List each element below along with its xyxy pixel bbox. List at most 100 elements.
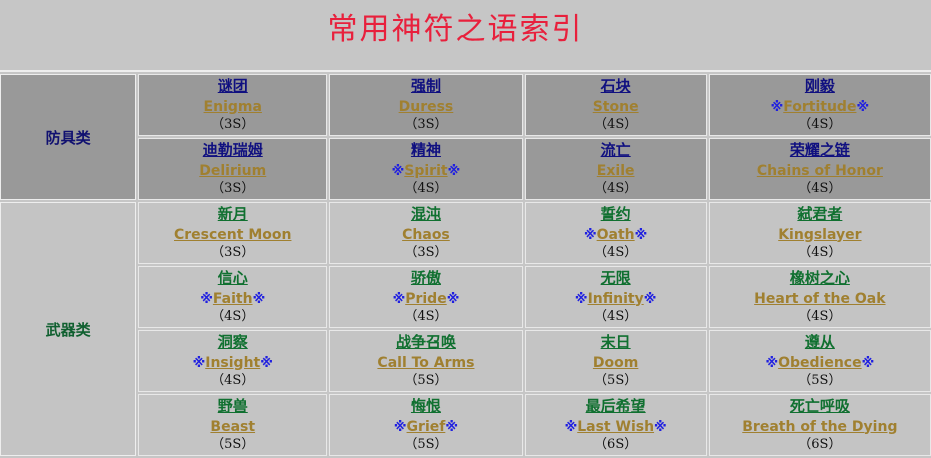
runeword-cn-link[interactable]: 精神 (410, 140, 441, 159)
runeword-cn-link[interactable]: 迪勒瑞姆 (202, 140, 263, 159)
runeword-en-link[interactable]: Oath (596, 226, 635, 243)
socket-count: （4S） (404, 180, 448, 196)
runeword-cn-link[interactable]: 荣耀之链 (789, 140, 850, 159)
runeword-cell: 无限 ※Infinity※ （4S） (524, 266, 707, 328)
runeword-cell: 新月 Crescent Moon （3S） (138, 202, 328, 264)
runeword-cn-link[interactable]: 野兽 (217, 396, 248, 415)
runeword-cn-link[interactable]: 新月 (217, 204, 248, 223)
socket-count: （4S） (594, 180, 638, 196)
runeword-cell: 信心 ※Faith※ （4S） (138, 266, 328, 328)
runeword-cn-link[interactable]: 遵从 (804, 332, 835, 351)
runeword-cell: 誓约 ※Oath※ （4S） (524, 202, 707, 264)
runeword-en-link[interactable]: Breath of the Dying (742, 418, 898, 435)
star-marker: ※ (856, 99, 870, 115)
socket-count: （6S） (594, 436, 638, 452)
table-row: 洞察 ※Insight※ （4S） 战争召唤 Call To Arms （5S） 末日 Doo… (0, 330, 931, 392)
runeword-cn-link[interactable]: 刚毅 (804, 76, 835, 95)
star-marker: ※ (393, 419, 407, 435)
runeword-en-link[interactable]: Enigma (203, 98, 262, 115)
star-marker: ※ (391, 163, 405, 179)
runeword-cn-link[interactable]: 死亡呼吸 (789, 396, 850, 415)
runeword-cn-link[interactable]: 石块 (600, 76, 631, 95)
socket-count: （4S） (594, 308, 638, 324)
runeword-en-link[interactable]: Heart of the Oak (754, 290, 886, 307)
runeword-en-link[interactable]: Spirit (404, 162, 448, 179)
runeword-cell: 橡树之心 Heart of the Oak （4S） (708, 266, 931, 328)
runeword-cn-link[interactable]: 弑君者 (797, 204, 843, 223)
runeword-en-link[interactable]: Grief (406, 418, 446, 435)
socket-count: （3S） (404, 116, 448, 132)
runeword-cell: 混沌 Chaos （3S） (329, 202, 523, 264)
runeword-en-link[interactable]: Insight (205, 354, 261, 371)
runeword-en-link[interactable]: Chaos (402, 226, 450, 243)
star-marker: ※ (200, 291, 213, 307)
runeword-index-table: 防具类 谜团 Enigma （3S） 强制 Duress （3S） 石块 Stone （4S） 刚毅… (0, 70, 931, 458)
star-marker: ※ (445, 419, 458, 435)
runeword-en-link[interactable]: Doom (592, 354, 639, 371)
socket-count: （5S） (404, 436, 448, 452)
socket-count: （5S） (211, 436, 255, 452)
star-marker: ※ (634, 227, 648, 243)
runeword-cn-link[interactable]: 无限 (600, 268, 631, 287)
runeword-cn-link[interactable]: 混沌 (410, 204, 441, 223)
star-marker: ※ (564, 419, 578, 435)
star-marker: ※ (260, 355, 273, 371)
runeword-cell: 刚毅 ※Fortitude※ （4S） (708, 74, 931, 136)
runeword-cell: 最后希望 ※Last Wish※ （6S） (524, 394, 707, 456)
socket-count: （3S） (211, 180, 255, 196)
runeword-cell: 强制 Duress （3S） (329, 74, 523, 136)
star-marker: ※ (654, 419, 667, 435)
socket-count: （3S） (211, 116, 255, 132)
table-row: 防具类 谜团 Enigma （3S） 强制 Duress （3S） 石块 Stone （4S） 刚毅… (0, 74, 931, 200)
runeword-en-link[interactable]: Last Wish (577, 418, 655, 435)
star-marker: ※ (861, 355, 875, 371)
table-row: 野兽 Beast （5S） 悔恨 ※Grief※ （5S） 最后希望 ※Last Wish※ （… (0, 394, 931, 456)
runeword-en-link[interactable]: Duress (398, 98, 454, 115)
runeword-en-link[interactable]: Stone (592, 98, 639, 115)
category-label: 防具类 (0, 74, 137, 200)
runeword-cn-link[interactable]: 流亡 (600, 140, 631, 159)
star-marker: ※ (770, 99, 784, 115)
runeword-en-link[interactable]: Call To Arms (377, 354, 475, 371)
runeword-cn-link[interactable]: 强制 (410, 76, 441, 95)
runeword-cn-link[interactable]: 谜团 (217, 76, 248, 95)
table-row: 武器类 新月 Crescent Moon （3S） 混沌 Chaos （3S） 誓约 ※Oath… (0, 202, 931, 456)
socket-count: （6S） (798, 436, 842, 452)
runeword-en-link[interactable]: Crescent Moon (174, 226, 292, 243)
socket-count: （4S） (211, 308, 255, 324)
runeword-cell: 骄傲 ※Pride※ （4S） (329, 266, 523, 328)
runeword-en-link[interactable]: Beast (210, 418, 256, 435)
star-marker: ※ (252, 291, 266, 307)
runeword-cell: 死亡呼吸 Breath of the Dying （6S） (708, 394, 931, 456)
runeword-en-link[interactable]: Faith (212, 290, 253, 307)
runeword-cn-link[interactable]: 战争召唤 (395, 332, 456, 351)
runeword-cn-link[interactable]: 悔恨 (410, 396, 441, 415)
title-text: 常用神符之语索引 (327, 12, 584, 47)
runeword-cn-link[interactable]: 信心 (217, 268, 248, 287)
runeword-en-link[interactable]: Delirium (199, 162, 267, 179)
runeword-en-link[interactable]: Chains of Honor (756, 162, 883, 179)
runeword-cell: 悔恨 ※Grief※ （5S） (329, 394, 523, 456)
runeword-cn-link[interactable]: 洞察 (217, 332, 248, 351)
runeword-en-link[interactable]: Pride (405, 290, 447, 307)
socket-count: （4S） (798, 244, 842, 260)
star-marker: ※ (446, 291, 460, 307)
runeword-cell: 荣耀之链 Chains of Honor （4S） (708, 138, 931, 200)
runeword-cn-link[interactable]: 誓约 (600, 204, 631, 223)
runeword-en-link[interactable]: Infinity (587, 290, 644, 307)
socket-count: （4S） (798, 116, 842, 132)
socket-count: （4S） (594, 244, 638, 260)
socket-count: （4S） (211, 372, 255, 388)
runeword-en-link[interactable]: Kingslayer (778, 226, 862, 243)
runeword-en-link[interactable]: Exile (596, 162, 635, 179)
runeword-cn-link[interactable]: 骄傲 (410, 268, 441, 287)
runeword-cn-link[interactable]: 末日 (600, 332, 631, 351)
runeword-cell: 战争召唤 Call To Arms （5S） (329, 330, 523, 392)
runeword-cell: 末日 Doom （5S） (524, 330, 707, 392)
runeword-en-link[interactable]: Obedience (778, 354, 862, 371)
socket-count: （3S） (404, 244, 448, 260)
star-marker: ※ (583, 227, 597, 243)
runeword-en-link[interactable]: Fortitude (783, 98, 857, 115)
runeword-cn-link[interactable]: 最后希望 (585, 396, 646, 415)
runeword-cn-link[interactable]: 橡树之心 (789, 268, 850, 287)
